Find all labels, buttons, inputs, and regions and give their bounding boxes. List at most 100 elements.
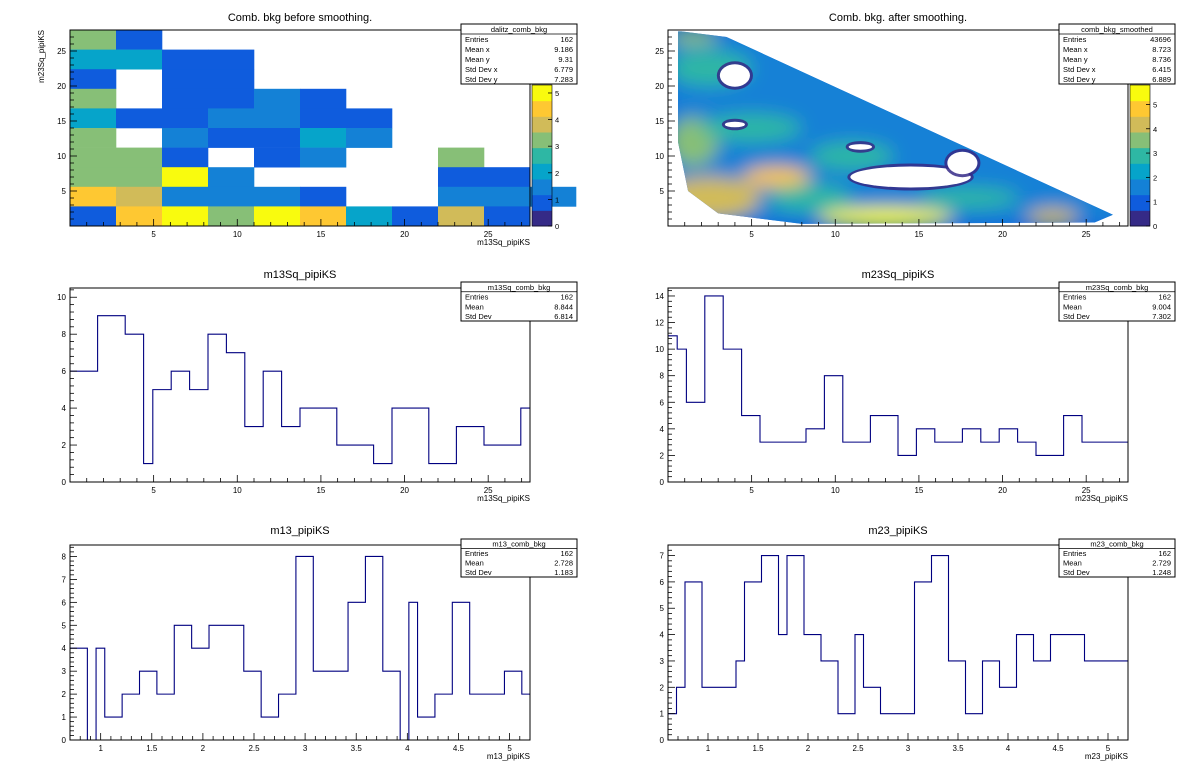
colorbar-tick-label: 4 <box>1153 125 1157 134</box>
histogram-line <box>668 554 1128 715</box>
heatmap-cell <box>484 186 531 207</box>
chart-title: m13Sq_pipiKS <box>264 269 337 281</box>
x-tick-label: 2.5 <box>248 744 260 753</box>
histogram-line <box>668 295 1128 456</box>
stats-key: Mean x <box>465 45 490 54</box>
x-tick-label: 2 <box>201 744 206 753</box>
colorbar-segment <box>532 179 552 196</box>
heatmap-cell <box>70 108 117 129</box>
surface-hole <box>848 144 873 150</box>
heatmap-cell <box>300 88 347 109</box>
x-tick-label: 25 <box>1082 230 1091 239</box>
x-axis-label: m23_pipiKS <box>1085 752 1128 761</box>
y-tick-label: 2 <box>660 451 665 460</box>
heatmap-cell <box>162 186 209 207</box>
surface-blob <box>1027 209 1078 224</box>
heatmap-cell <box>208 49 255 70</box>
y-tick-label: 14 <box>655 292 664 301</box>
stats-name: m23_comb_bkg <box>1090 540 1143 549</box>
heatmap-cell <box>208 206 255 227</box>
y-tick-label: 4 <box>660 425 665 434</box>
stats-value: 162 <box>560 293 573 302</box>
colorbar-tick-label: 3 <box>555 142 559 151</box>
stats-key: Mean y <box>1063 55 1088 64</box>
stats-value: 9.186 <box>554 45 573 54</box>
heatmap-cell <box>116 108 163 129</box>
heatmap-cell <box>162 108 209 129</box>
x-tick-label: 5 <box>151 486 156 495</box>
stats-value: 162 <box>560 35 573 44</box>
heatmap-cell <box>162 88 209 109</box>
y-tick-label: 1 <box>62 713 67 722</box>
x-tick-label: 10 <box>831 230 840 239</box>
y-tick-label: 15 <box>57 117 66 126</box>
heatmap-cell <box>116 186 163 207</box>
stats-box <box>460 538 578 578</box>
heatmap-cell <box>116 206 163 227</box>
colorbar-tick-label: 5 <box>1153 100 1157 109</box>
x-tick-label: 4 <box>1006 744 1011 753</box>
heatmap-cell <box>300 206 347 227</box>
colorbar-tick-label: 2 <box>1153 173 1157 182</box>
heatmap-cell <box>254 147 301 168</box>
heatmap-cell <box>162 206 209 227</box>
panel-m23: m23_pipiKS 1 1.5 2 2.5 3 3.5 4 4.5 5 0 1 2 3 4 5 6 7 m23_… <box>660 525 1176 761</box>
heatmap-cell <box>116 30 163 50</box>
x-axis-label: m13Sq_pipiKS <box>477 494 530 503</box>
surface-blob <box>678 31 719 46</box>
x-tick-label: 1 <box>98 744 103 753</box>
y-tick-label: 5 <box>660 604 665 613</box>
colorbar-segment <box>1130 132 1150 149</box>
y-tick-label: 7 <box>660 552 665 561</box>
stats-key: Mean <box>1063 302 1082 311</box>
colorbar-segment <box>532 163 552 180</box>
chart-title: m23Sq_pipiKS <box>862 269 935 281</box>
stats-key: Std Dev <box>465 568 492 577</box>
heatmap-cell <box>392 206 439 227</box>
stats-key: Std Dev x <box>465 65 498 74</box>
x-tick-label: 1.5 <box>146 744 158 753</box>
plot-frame <box>69 544 531 741</box>
stats-value: 162 <box>1158 549 1171 558</box>
y-tick-label: 3 <box>660 657 665 666</box>
surface-blob <box>743 167 811 187</box>
heatmap-cell <box>208 186 255 207</box>
stats-key: Mean y <box>465 55 490 64</box>
y-tick-label: 6 <box>660 398 665 407</box>
heatmap-cell <box>208 88 255 109</box>
x-tick-label: 2 <box>806 744 811 753</box>
x-tick-label: 4.5 <box>1052 744 1064 753</box>
stats-key: Entries <box>465 549 489 558</box>
chart-title: Comb. bkg before smoothing. <box>228 12 372 24</box>
x-tick-label: 10 <box>233 230 242 239</box>
surface-blob <box>701 114 802 142</box>
stats-box <box>1058 538 1176 578</box>
x-tick-label: 25 <box>484 230 493 239</box>
heatmap-cell <box>254 128 301 148</box>
surface-hole <box>947 151 978 175</box>
x-tick-label: 3.5 <box>952 744 964 753</box>
heatmap-cell <box>300 108 347 129</box>
colorbar-segment <box>1130 179 1150 196</box>
x-tick-label: 15 <box>316 230 325 239</box>
stats-value: 8.844 <box>554 302 573 311</box>
colorbar-segment <box>532 194 552 211</box>
colorbar-segment <box>1130 147 1150 164</box>
heatmap-cell <box>300 147 347 168</box>
plot-frame <box>69 287 531 483</box>
heatmap-cell <box>70 69 117 90</box>
stats-value: 162 <box>1158 293 1171 302</box>
y-tick-label: 6 <box>62 367 67 376</box>
stats-value: 6.814 <box>554 312 573 321</box>
heatmap-cell <box>116 147 163 168</box>
heatmap-cell <box>346 108 393 129</box>
y-tick-label: 0 <box>660 478 665 487</box>
stats-name: m13_comb_bkg <box>492 540 545 549</box>
stats-value: 7.283 <box>554 75 573 84</box>
heatmap-cell <box>116 167 163 188</box>
panel-m13: m13_pipiKS 1 1.5 2 2.5 3 3.5 4 4.5 5 0 1 2 3 4 5 6 7 8 m13… <box>62 525 578 761</box>
plot-frame <box>667 287 1129 483</box>
heatmap-cell <box>162 69 209 90</box>
x-tick-label: 20 <box>998 230 1007 239</box>
y-tick-label: 7 <box>62 575 67 584</box>
